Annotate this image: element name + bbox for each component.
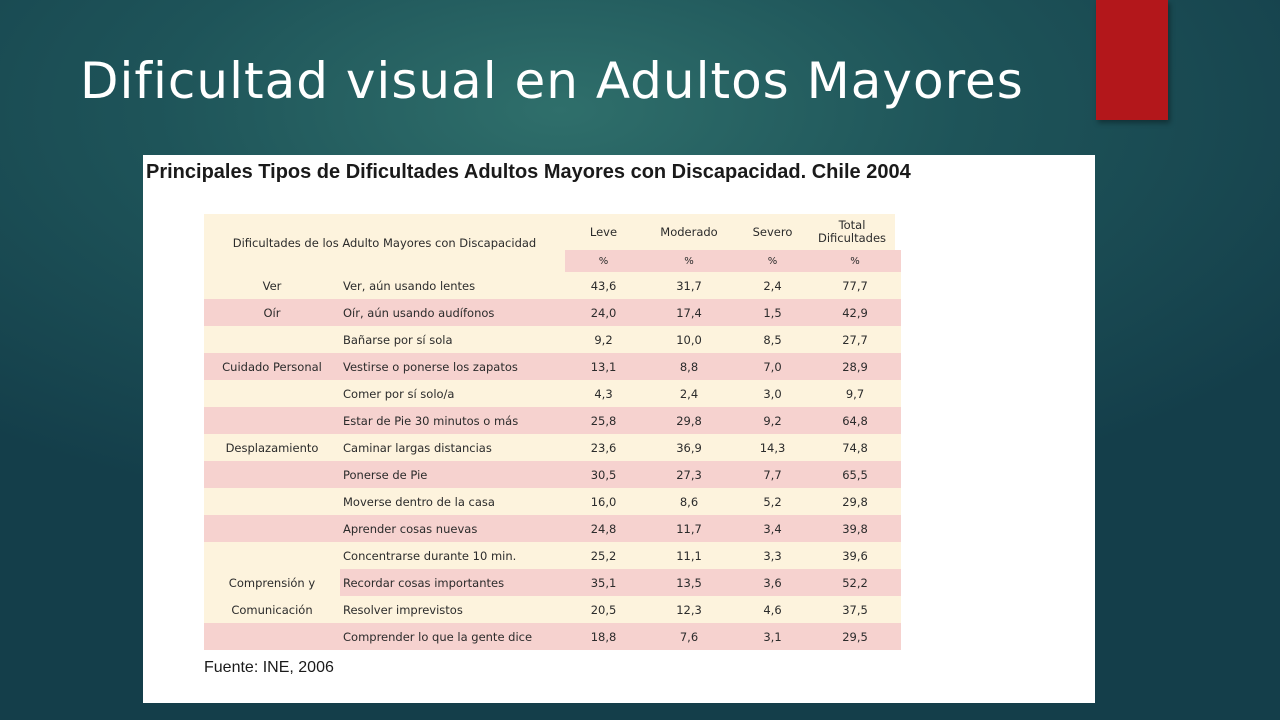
value-cell: 8,8 <box>642 353 736 380</box>
value-cell: 7,6 <box>642 623 736 650</box>
unit-cell: % <box>736 250 809 272</box>
value-cell: 24,8 <box>565 515 642 542</box>
value-cell: 64,8 <box>809 407 901 434</box>
value-cell: 29,8 <box>809 488 901 515</box>
value-cell: 2,4 <box>642 380 736 407</box>
unit-cell: % <box>565 250 642 272</box>
table-image-panel: Principales Tipos de Dificultades Adulto… <box>143 155 1095 703</box>
value-cell: 31,7 <box>642 272 736 299</box>
value-cell: 37,5 <box>809 596 901 623</box>
value-cell: 27,3 <box>642 461 736 488</box>
value-cell: 43,6 <box>565 272 642 299</box>
value-cell: 3,4 <box>736 515 809 542</box>
row-item: Bañarse por sí sola <box>340 326 565 353</box>
value-cell: 42,9 <box>809 299 901 326</box>
value-cell: 4,3 <box>565 380 642 407</box>
value-cell: 28,9 <box>809 353 901 380</box>
value-cell: 5,2 <box>736 488 809 515</box>
value-cell: 14,3 <box>736 434 809 461</box>
group-label-comunicacion: Comunicación <box>204 596 340 623</box>
group-label-ver: Ver <box>204 272 340 299</box>
value-cell: 9,2 <box>736 407 809 434</box>
group-label-comprension: Comprensión y <box>204 569 340 596</box>
row-item: Estar de Pie 30 minutos o más <box>340 407 565 434</box>
value-cell: 8,5 <box>736 326 809 353</box>
row-item: Caminar largas distancias <box>340 434 565 461</box>
table-heading: Principales Tipos de Dificultades Adulto… <box>146 161 911 183</box>
value-cell: 17,4 <box>642 299 736 326</box>
value-cell: 1,5 <box>736 299 809 326</box>
group-label-cuidado-personal: Cuidado Personal <box>204 353 340 380</box>
value-cell: 74,8 <box>809 434 901 461</box>
row-item: Resolver imprevistos <box>340 596 565 623</box>
value-cell: 3,0 <box>736 380 809 407</box>
value-cell: 29,8 <box>642 407 736 434</box>
row-item: Vestirse o ponerse los zapatos <box>340 353 565 380</box>
value-cell: 25,8 <box>565 407 642 434</box>
accent-bar <box>1096 0 1168 120</box>
group-label-oir: Oír <box>204 299 340 326</box>
value-cell: 39,8 <box>809 515 901 542</box>
value-cell: 24,0 <box>565 299 642 326</box>
column-header-severo: Severo <box>736 214 809 250</box>
row-item: Moverse dentro de la casa <box>340 488 565 515</box>
header-label: Dificultades de los Adulto Mayores con D… <box>204 214 565 272</box>
column-header-moderado: Moderado <box>642 214 736 250</box>
row-item: Concentrarse durante 10 min. <box>340 542 565 569</box>
value-cell: 23,6 <box>565 434 642 461</box>
value-cell: 9,2 <box>565 326 642 353</box>
value-cell: 4,6 <box>736 596 809 623</box>
column-header-total: Total Dificultades <box>809 214 895 250</box>
table-source: Fuente: INE, 2006 <box>204 659 334 676</box>
value-cell: 11,1 <box>642 542 736 569</box>
value-cell: 20,5 <box>565 596 642 623</box>
row-item: Aprender cosas nuevas <box>340 515 565 542</box>
value-cell: 13,5 <box>642 569 736 596</box>
difficulty-table: Dificultades de los Adulto Mayores con D… <box>204 214 901 650</box>
value-cell: 13,1 <box>565 353 642 380</box>
value-cell: 18,8 <box>565 623 642 650</box>
unit-cell: % <box>642 250 736 272</box>
value-cell: 52,2 <box>809 569 901 596</box>
row-item: Comprender lo que la gente dice <box>340 623 565 650</box>
value-cell: 10,0 <box>642 326 736 353</box>
row-item: Recordar cosas importantes <box>340 569 565 596</box>
value-cell: 3,1 <box>736 623 809 650</box>
slide-title: Dificultad visual en Adultos Mayores <box>80 52 1024 110</box>
row-item: Ver, aún usando lentes <box>340 272 565 299</box>
row-item: Ponerse de Pie <box>340 461 565 488</box>
value-cell: 25,2 <box>565 542 642 569</box>
value-cell: 2,4 <box>736 272 809 299</box>
row-item: Oír, aún usando audífonos <box>340 299 565 326</box>
value-cell: 3,3 <box>736 542 809 569</box>
value-cell: 35,1 <box>565 569 642 596</box>
value-cell: 7,7 <box>736 461 809 488</box>
value-cell: 8,6 <box>642 488 736 515</box>
unit-cell: % <box>809 250 901 272</box>
value-cell: 36,9 <box>642 434 736 461</box>
value-cell: 16,0 <box>565 488 642 515</box>
value-cell: 3,6 <box>736 569 809 596</box>
value-cell: 39,6 <box>809 542 901 569</box>
value-cell: 27,7 <box>809 326 901 353</box>
group-label-desplazamiento: Desplazamiento <box>204 434 340 461</box>
value-cell: 65,5 <box>809 461 901 488</box>
value-cell: 7,0 <box>736 353 809 380</box>
value-cell: 11,7 <box>642 515 736 542</box>
row-item: Comer por sí solo/a <box>340 380 565 407</box>
value-cell: 77,7 <box>809 272 901 299</box>
value-cell: 12,3 <box>642 596 736 623</box>
value-cell: 9,7 <box>809 380 901 407</box>
value-cell: 29,5 <box>809 623 901 650</box>
column-header-leve: Leve <box>565 214 642 250</box>
value-cell: 30,5 <box>565 461 642 488</box>
